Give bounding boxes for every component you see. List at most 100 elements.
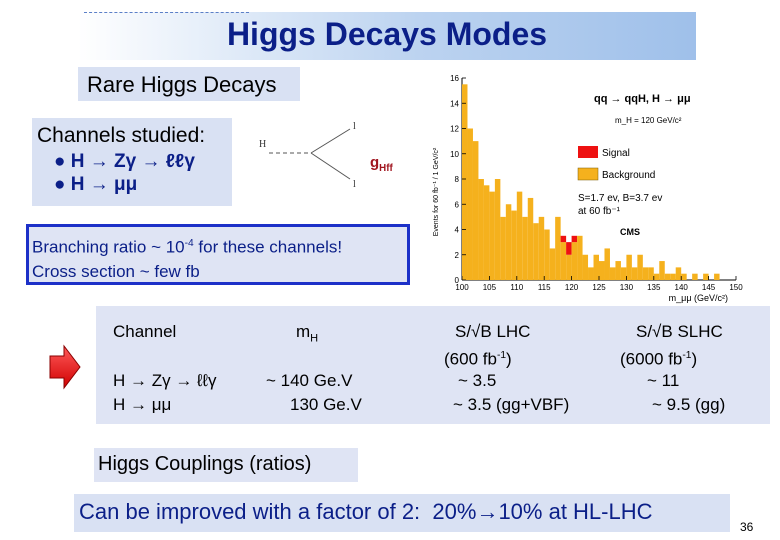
background-bar (615, 261, 621, 280)
y-tick-label: 0 (455, 276, 460, 285)
x-tick-label: 150 (729, 283, 743, 292)
background-bar (527, 197, 534, 280)
background-bar (494, 179, 501, 280)
channel-item: ● H → μμ (54, 174, 138, 195)
y-tick-label: 4 (455, 226, 460, 235)
bullet-icon: ● (54, 174, 66, 195)
title-banner (78, 12, 696, 60)
background-bar (555, 216, 561, 280)
lepton-label-top: l (353, 121, 356, 132)
x-tick-label: 105 (483, 283, 497, 292)
background-bar (511, 210, 517, 280)
improvement-result: 20%→10% at HL-LHC (432, 499, 653, 524)
improvement-box (74, 494, 730, 532)
title-decoration (84, 12, 249, 27)
y-tick-label: 12 (450, 125, 459, 134)
x-tick-label: 145 (702, 283, 716, 292)
background-bar (577, 235, 583, 280)
background-bar (593, 254, 599, 280)
row-mass: 130 Ge.V (290, 395, 362, 414)
y-tick-label: 14 (450, 99, 459, 108)
y-tick-label: 16 (450, 74, 459, 83)
background-bar (609, 267, 616, 280)
signal-bar (571, 235, 578, 243)
header-lhc: S/√B LHC (455, 322, 531, 341)
channel-item: ● H → Zγ → ℓℓγ (54, 151, 195, 172)
higgs-label: H (259, 139, 266, 150)
x-tick-label: 135 (647, 283, 661, 292)
x-axis-label: m_μμ (GeV/c²) (669, 293, 728, 303)
signal-bar (560, 235, 567, 243)
header-slhc: S/√B SLHC (636, 322, 723, 341)
background-bar (549, 248, 556, 280)
background-bar (675, 267, 682, 280)
background-bar (566, 254, 572, 280)
header-mass: mH (296, 322, 319, 345)
background-bar (472, 141, 479, 280)
background-bar (516, 191, 523, 280)
x-tick-label: 140 (675, 283, 689, 292)
legend-background-swatch (577, 167, 599, 181)
background-bar (604, 248, 610, 280)
background-bar (544, 229, 550, 280)
sensitivity-table (96, 306, 770, 424)
improvement-text: Can be improved with a factor of 2: 20%→… (79, 499, 653, 524)
background-bar (538, 216, 545, 280)
coupling-label: gHff (370, 154, 393, 174)
background-bar (620, 267, 627, 280)
background-bar (505, 204, 512, 280)
x-tick-label: 120 (565, 283, 579, 292)
background-bar (626, 254, 632, 280)
background-bar (714, 273, 720, 280)
axis-ticks: 100 105 110 115 120 125 130 135 140 145 150 0 2 4 6 8 10… (450, 74, 743, 292)
branching-ratio-text: Branching ratio ~ 10-4 for these channel… (32, 232, 342, 284)
background-bar (582, 254, 589, 280)
row-slhc: ~ 9.5 (gg) (652, 395, 726, 414)
row-lhc: ~ 3.5 (gg+VBF) (453, 395, 570, 414)
chart-subtitle: m_H = 120 GeV/c² (615, 116, 682, 125)
background-bar (522, 216, 528, 280)
y-axis-label: Events for 60 fb⁻¹ / 1 GeV/c² (433, 147, 440, 236)
bullet-icon: ● (54, 151, 66, 172)
branching-line: Branching ratio ~ 10-4 for these channel… (32, 237, 343, 257)
background-bar (500, 216, 506, 280)
background-bar (462, 84, 468, 280)
background-bar (648, 267, 654, 280)
lepton-line-top (310, 128, 351, 154)
legend-background-label: Background (602, 170, 655, 181)
background-bar (670, 273, 676, 280)
background-bar (467, 128, 473, 280)
background-bar (478, 179, 484, 280)
histogram-bars (462, 84, 720, 280)
row-channel: H → Zγ → ℓℓγ (113, 371, 217, 390)
rare-decays-box (78, 67, 300, 101)
y-tick-label: 10 (450, 150, 459, 159)
background-bar (703, 273, 709, 280)
row-slhc: ~ 11 (647, 371, 680, 390)
y-tick-label: 6 (455, 200, 460, 209)
x-tick-label: 110 (510, 283, 523, 292)
branching-ratio-box (26, 224, 410, 285)
rare-decays-label: Rare Higgs Decays (87, 72, 277, 97)
header-slhc-lumi: (6000 fb-1) (620, 349, 698, 369)
background-bar (692, 273, 698, 280)
couplings-box (94, 448, 358, 482)
x-tick-label: 100 (455, 283, 469, 292)
background-bar (653, 273, 660, 280)
lepton-label-bottom: l (353, 179, 356, 190)
y-tick-label: 2 (455, 251, 460, 260)
legend-signal-label: Signal (602, 148, 630, 159)
header-channel: Channel (113, 322, 177, 341)
background-bar (533, 223, 539, 280)
background-bar (560, 242, 567, 280)
red-arrow-icon (49, 344, 81, 390)
row-channel: H → μμ (113, 395, 172, 414)
legend-signal-swatch (578, 146, 598, 158)
row-lhc: ~ 3.5 (458, 371, 497, 390)
channels-box (32, 118, 232, 206)
x-tick-label: 125 (592, 283, 606, 292)
background-bar (681, 273, 687, 280)
annotation-counts: S=1.7 ev, B=3.7 ev (578, 193, 662, 204)
cms-histogram: 100 105 110 115 120 125 130 135 140 145 150 0 2 4 6 8 10… (433, 74, 743, 303)
feynman-diagram: H l l (259, 121, 356, 190)
